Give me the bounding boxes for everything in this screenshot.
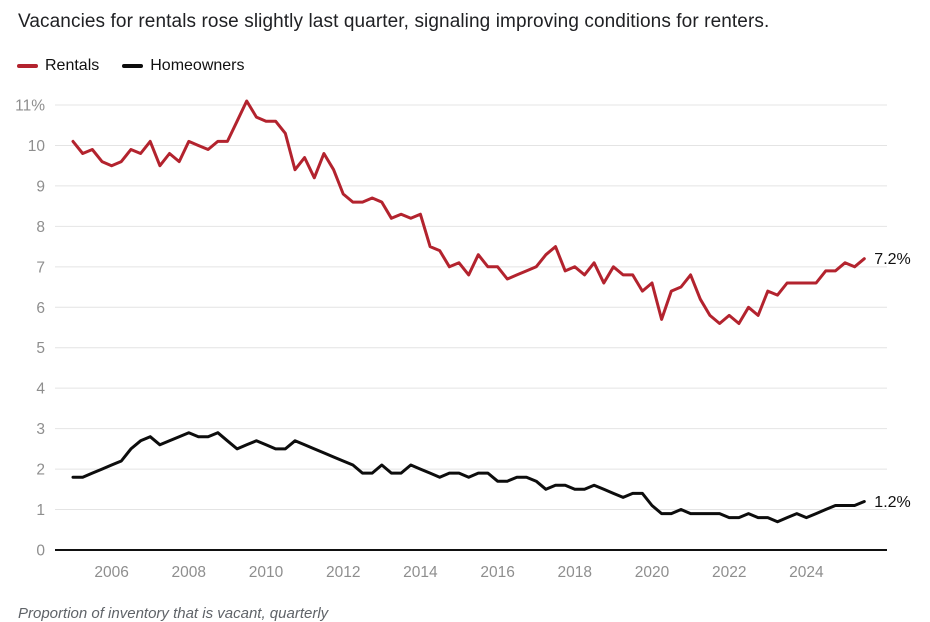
x-tick-label-2020: 2020 — [635, 564, 670, 581]
y-tick-label-9: 9 — [36, 178, 45, 195]
legend-label-homeowners: Homeowners — [150, 57, 245, 74]
x-tick-label-2006: 2006 — [94, 564, 128, 581]
legend-item-homeowners: Homeowners — [122, 57, 245, 74]
y-tick-label-1: 1 — [36, 502, 45, 519]
legend-label-rentals: Rentals — [45, 57, 100, 74]
x-tick-label-2016: 2016 — [480, 564, 514, 581]
y-tick-label-6: 6 — [36, 300, 45, 317]
rentals-line-swatch — [17, 64, 38, 68]
x-tick-label-2012: 2012 — [326, 564, 360, 581]
end-value-label-rentals: 7.2% — [874, 251, 910, 268]
x-tick-label-2018: 2018 — [558, 564, 592, 581]
y-tick-label-4: 4 — [36, 381, 45, 398]
y-tick-label-11: 11% — [15, 98, 45, 115]
y-tick-label-10: 10 — [28, 138, 46, 155]
legend: Rentals Homeowners — [17, 58, 245, 74]
x-tick-label-2008: 2008 — [172, 564, 206, 581]
series-line-homeowners — [71, 431, 866, 524]
x-tick-label-2010: 2010 — [249, 564, 284, 581]
x-tick-label-2024: 2024 — [789, 564, 824, 581]
end-value-label-homeowners: 1.2% — [874, 494, 910, 511]
chart-footnote: Proportion of inventory that is vacant, … — [18, 605, 329, 622]
series-line-rentals — [71, 99, 866, 325]
x-tick-label-2014: 2014 — [403, 564, 438, 581]
y-tick-label-3: 3 — [36, 421, 45, 438]
y-tick-label-8: 8 — [36, 219, 45, 236]
homeowners-line-swatch — [122, 64, 144, 68]
x-tick-label-2022: 2022 — [712, 564, 746, 581]
legend-item-rentals: Rentals — [17, 58, 99, 74]
y-tick-label-7: 7 — [36, 259, 45, 276]
y-tick-label-2: 2 — [36, 462, 45, 479]
y-tick-label-5: 5 — [36, 340, 45, 357]
y-tick-label-0: 0 — [36, 543, 45, 560]
chart-title: Vacancies for rentals rose slightly last… — [18, 11, 770, 32]
